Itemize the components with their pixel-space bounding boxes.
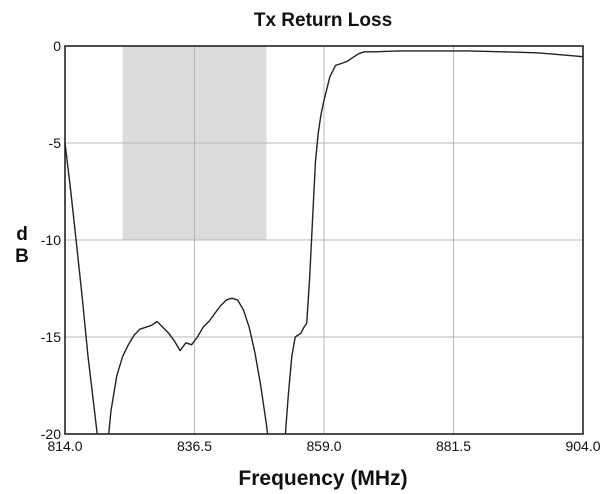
y-tick-label: -15 — [41, 329, 61, 345]
curve-segment — [108, 297, 269, 435]
y-tick-label: -5 — [49, 135, 62, 151]
x-tick-label: 836.5 — [177, 438, 212, 454]
x-tick-label: 859.0 — [306, 438, 341, 454]
curve-segment — [284, 50, 584, 435]
x-tick-label: 904.0 — [565, 438, 600, 454]
x-axis-title: Frequency (MHz) — [238, 467, 407, 490]
x-tick-labels: 814.0 836.5 859.0 881.5 904.0 — [47, 438, 600, 454]
y-tick-labels: 0 -5 -10 -15 -20 — [41, 38, 61, 442]
chart-title: Tx Return Loss — [254, 10, 392, 31]
y-tick-label: -10 — [41, 232, 61, 248]
x-tick-label: 881.5 — [436, 438, 471, 454]
plot-frame — [64, 45, 584, 435]
x-tick-label: 814.0 — [47, 438, 82, 454]
curve-segment — [64, 142, 98, 435]
y-tick-label: 0 — [53, 38, 61, 54]
return-loss-curve — [64, 50, 584, 435]
y-axis-label-top: d — [16, 224, 28, 245]
y-tick-label: -20 — [41, 426, 61, 442]
y-axis-label-bottom: B — [15, 246, 29, 267]
gridlines — [65, 46, 583, 434]
